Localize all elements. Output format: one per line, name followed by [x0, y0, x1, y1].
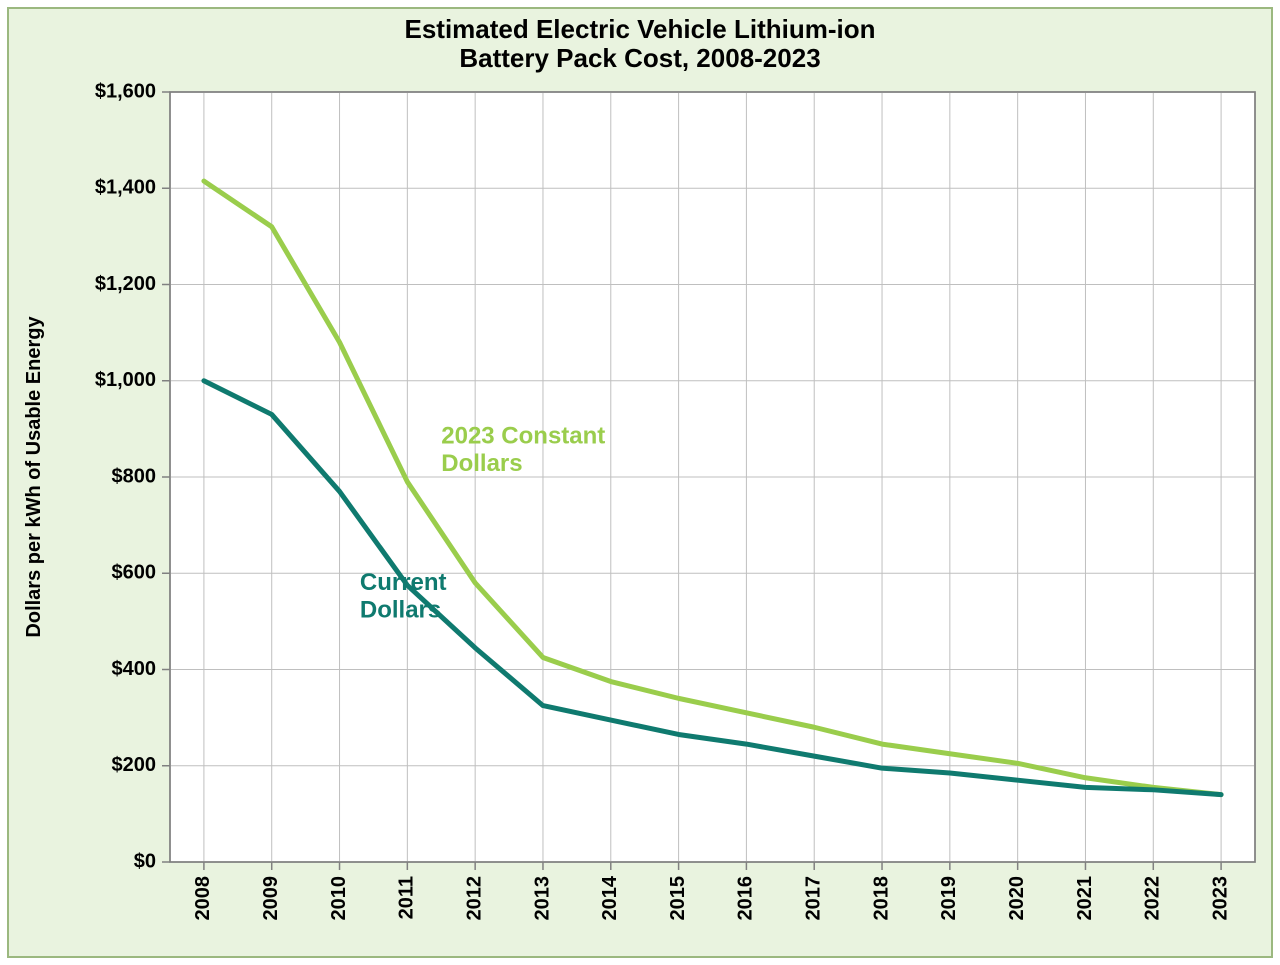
xtick-label: 2015	[667, 876, 689, 921]
ytick-label: $200	[112, 754, 157, 776]
xtick-label: 2023	[1209, 876, 1231, 921]
ytick-label: $1,200	[95, 273, 156, 295]
line-chart: $0 $200 $400 $600 $800 $1,000 $1,200 $1,400 $1,6…	[0, 0, 1280, 965]
ytick-label: $1,400	[95, 177, 156, 199]
ytick-label: $800	[112, 465, 157, 487]
xtick-label: 2020	[1006, 876, 1028, 921]
chart-title: Estimated Electric Vehicle Lithium-ionBa…	[404, 14, 875, 73]
xtick-label: 2009	[260, 876, 282, 921]
series-label-1: CurrentDollars	[360, 569, 447, 624]
xtick-label: 2008	[192, 876, 214, 921]
xtick-label: 2013	[531, 876, 553, 921]
ytick-label: $600	[112, 562, 157, 584]
ytick-label: $1,000	[95, 369, 156, 391]
xtick-label: 2014	[599, 875, 621, 920]
ytick-label: $1,600	[95, 80, 156, 102]
xtick-label: 2012	[463, 876, 485, 921]
xtick-label: 2018	[870, 876, 892, 921]
ytick-label: $400	[112, 658, 157, 680]
xtick-label: 2022	[1142, 876, 1164, 921]
xtick-label: 2017	[803, 876, 825, 921]
ytick-label: $0	[134, 850, 156, 872]
chart-container: $0 $200 $400 $600 $800 $1,000 $1,200 $1,400 $1,6…	[0, 0, 1280, 965]
xtick-label: 2019	[938, 876, 960, 921]
xtick-label: 2011	[396, 876, 418, 919]
xtick-label: 2010	[328, 876, 350, 921]
xtick-label: 2016	[735, 876, 757, 921]
y-axis-label: Dollars per kWh of Usable Energy	[23, 316, 45, 638]
xtick-label: 2021	[1074, 876, 1096, 921]
